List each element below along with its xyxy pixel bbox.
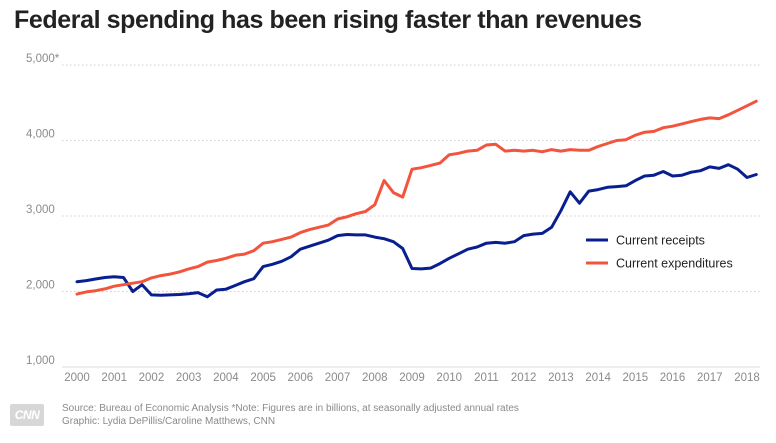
x-tick-label: 2018: [734, 372, 760, 384]
x-tick-label: 2007: [325, 372, 351, 384]
x-tick-label: 2004: [213, 372, 239, 384]
current-receipts-line: [75, 163, 758, 299]
y-axis-ticks: 1,000 2,000 3,000 4,000 5,000*: [26, 53, 60, 367]
x-tick-label: 2001: [101, 372, 127, 384]
x-tick-label: 2017: [697, 372, 723, 384]
x-tick-label: 2006: [288, 372, 314, 384]
footer: Source: Bureau of Economic Analysis *Not…: [62, 402, 762, 428]
series-lines: [75, 99, 758, 299]
x-tick-label: 2013: [548, 372, 574, 384]
x-tick-label: 2000: [64, 372, 90, 384]
x-tick-label: 2009: [399, 372, 425, 384]
y-tick-label: 5,000*: [26, 53, 60, 65]
legend-label-current-expenditures: Current expenditures: [616, 257, 733, 271]
current-expenditures-line: [75, 99, 758, 296]
y-tick-label: 2,000: [26, 280, 55, 292]
legend: Current receipts Current expenditures: [586, 234, 733, 271]
x-tick-label: 2010: [436, 372, 462, 384]
x-tick-label: 2003: [176, 372, 202, 384]
x-tick-label: 2008: [362, 372, 388, 384]
cnn-logo: CNN: [10, 404, 44, 426]
x-tick-label: 2005: [250, 372, 276, 384]
legend-label-current-receipts: Current receipts: [616, 234, 705, 248]
grid: [62, 64, 760, 368]
x-tick-label: 2002: [139, 372, 165, 384]
x-tick-label: 2014: [585, 372, 611, 384]
source-note: Source: Bureau of Economic Analysis *Not…: [62, 403, 519, 414]
x-tick-label: 2011: [474, 372, 499, 384]
x-tick-label: 2015: [623, 372, 649, 384]
x-tick-label: 2016: [660, 372, 686, 384]
y-tick-label: 1,000: [26, 355, 55, 367]
y-tick-label: 3,000: [26, 204, 55, 216]
x-axis-ticks: 2000 2001 2002 2003 2004 2005 2006 2007 2008 2009…: [64, 372, 760, 384]
x-tick-label: 2012: [511, 372, 537, 384]
graphic-credit: Graphic: Lydia DePillis/Caroline Matthew…: [62, 416, 276, 427]
chart-title: Federal spending has been rising faster …: [14, 6, 642, 34]
y-tick-label: 4,000: [26, 129, 55, 141]
